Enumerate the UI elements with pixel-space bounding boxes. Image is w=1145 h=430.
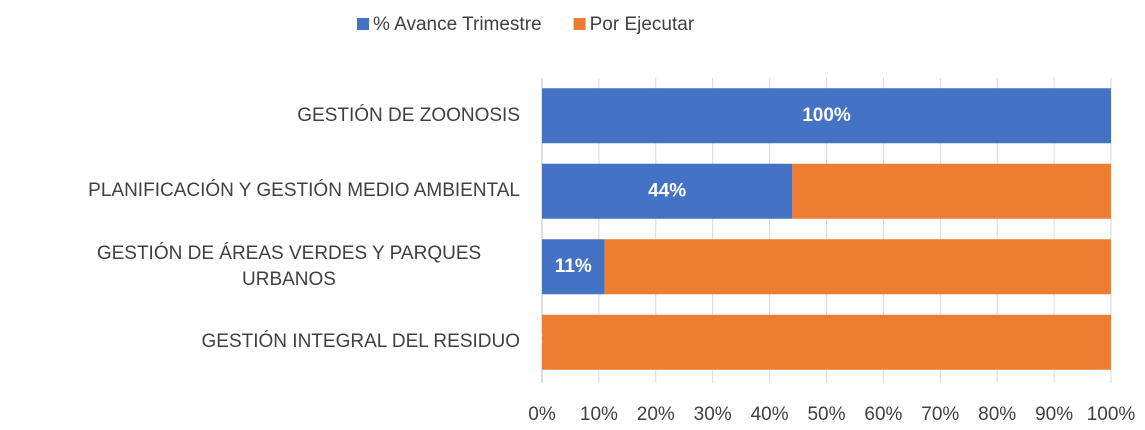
bar-segment	[542, 314, 1111, 370]
legend-label: Por Ejecutar	[590, 14, 695, 35]
legend-swatch	[573, 18, 586, 30]
x-tick-label: 10%	[580, 404, 618, 425]
legend-label: % Avance Trimestre	[373, 14, 542, 35]
data-label: 100%	[802, 105, 851, 126]
y-tick-label: GESTIÓN DE ÁREAS VERDES Y PARQUES URBANO…	[96, 242, 482, 290]
y-tick-label: PLANIFICACIÓN Y GESTIÓN MEDIO AMBIENTAL	[88, 180, 520, 202]
y-tick-label: GESTIÓN DE ZOONOSIS	[297, 104, 520, 126]
x-tick-label: 30%	[694, 404, 732, 425]
x-tick-label: 90%	[1035, 404, 1073, 425]
legend-swatch	[357, 18, 369, 30]
x-tick-label: 40%	[751, 404, 789, 425]
x-tick-label: 20%	[637, 404, 675, 425]
x-tick-label: 70%	[921, 404, 959, 425]
x-tick-label: 100%	[1087, 404, 1136, 425]
bar-segment	[604, 239, 1111, 295]
x-tick-label: 80%	[978, 404, 1016, 425]
x-tick-label: 0%	[528, 404, 556, 425]
x-tick-label: 50%	[807, 404, 845, 425]
data-label: 44%	[648, 180, 686, 201]
bar-segment	[542, 239, 605, 295]
bar-segment	[542, 88, 1111, 144]
data-label: 11%	[555, 256, 592, 277]
bar-segment	[542, 163, 793, 219]
x-tick-label: 60%	[864, 404, 902, 425]
bar-segment	[792, 163, 1111, 219]
y-tick-label: GESTIÓN INTEGRAL DEL RESIDUO	[201, 331, 520, 353]
